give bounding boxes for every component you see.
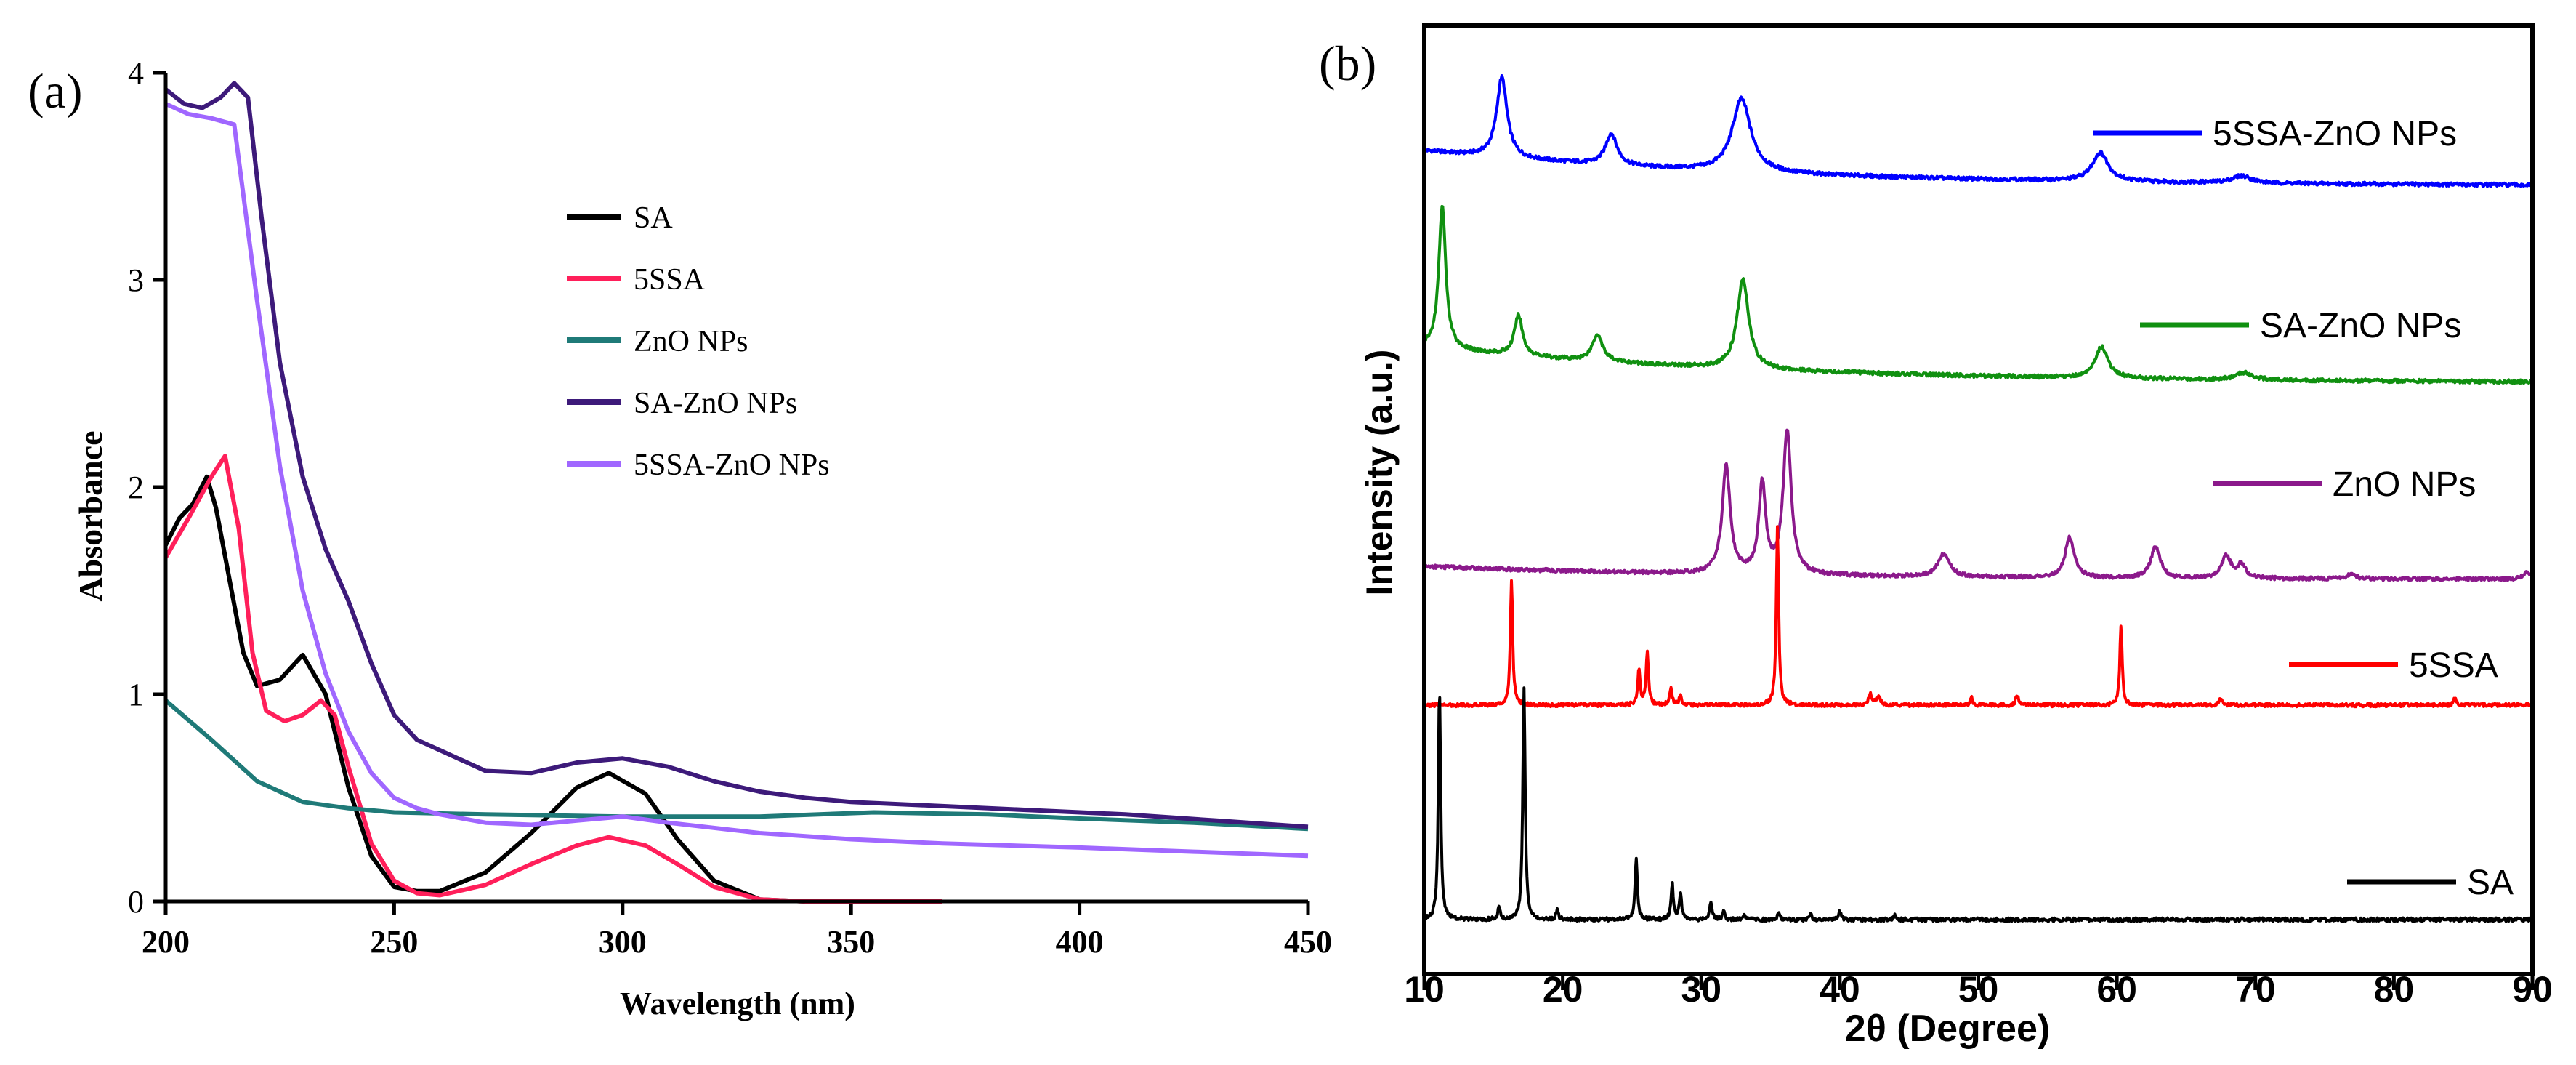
panel-a-legend-label: SA bbox=[634, 201, 673, 235]
panel-b-legend-label: 5SSA bbox=[2409, 646, 2498, 685]
panel-b-series-zno-nps bbox=[1423, 428, 2534, 582]
panel-a-legend-label: 5SSA-ZnO NPs bbox=[634, 449, 830, 482]
panel-a-xtick-label: 350 bbox=[827, 924, 875, 960]
panel-b-legend-label: SA bbox=[2467, 864, 2514, 902]
panel-b-series bbox=[1423, 74, 2534, 923]
panel-b-frame bbox=[1422, 23, 2535, 976]
panel-a-series-5ssa bbox=[163, 454, 942, 904]
panel-b-ylabel: Intensity (a.u.) bbox=[1359, 350, 1400, 596]
panel-a-ytick-label: 1 bbox=[128, 677, 144, 712]
panel-b-legend-label: 5SSA-ZnO NPs bbox=[2213, 115, 2457, 153]
panel-a-series-sa bbox=[163, 474, 852, 904]
panel-a-xtick-label: 200 bbox=[142, 924, 190, 960]
panel-b-legend: 5SSA-ZnO NPs SA-ZnO NPs ZnO NPs 5SSA SA bbox=[2093, 115, 2514, 902]
panel-a-legend-label: 5SSA bbox=[634, 263, 706, 297]
panel-a: (a) Absorbance Wavelength (nm) 200 250 300… bbox=[28, 55, 1332, 1021]
panel-b-xlabel: 2θ (Degree) bbox=[1845, 1008, 2050, 1050]
panel-a-xtick-label: 300 bbox=[599, 924, 647, 960]
panel-a-xtick-label: 450 bbox=[1284, 924, 1332, 960]
panel-b-series-sa-zno-nps bbox=[1423, 204, 2534, 385]
panel-a-series-5ssa-zno-nps bbox=[164, 102, 1309, 859]
panel-a-xtick-label: 400 bbox=[1056, 924, 1104, 960]
panel-a-ytick-label: 0 bbox=[128, 884, 144, 920]
panel-b-label: (b) bbox=[1319, 36, 1376, 91]
panel-a-ticks: 200 250 300 350 400 450 0 1 2 3 4 bbox=[128, 55, 1332, 960]
panel-a-legend-label: ZnO NPs bbox=[634, 325, 748, 358]
panel-a-ytick-label: 4 bbox=[128, 55, 144, 91]
panel-a-ytick-label: 3 bbox=[128, 262, 144, 298]
panel-a-xtick-label: 250 bbox=[370, 924, 418, 960]
panel-b-legend-label: ZnO NPs bbox=[2333, 465, 2476, 504]
panel-b-series-5ssa bbox=[1423, 525, 2534, 709]
panel-a-ylabel: Absorbance bbox=[72, 430, 109, 601]
panel-b-series-sa bbox=[1423, 686, 2534, 923]
panel-a-ytick-label: 2 bbox=[128, 470, 144, 505]
panel-a-legend-label: SA-ZnO NPs bbox=[634, 387, 797, 420]
panel-a-series-zno-nps bbox=[164, 699, 1309, 832]
panel-a-xlabel: Wavelength (nm) bbox=[620, 986, 855, 1021]
panel-b-legend-label: SA-ZnO NPs bbox=[2260, 307, 2461, 345]
panel-a-series bbox=[163, 81, 1309, 904]
panel-b: (b) Intensity (a.u.) 2θ (Degree) 10 20 30 4… bbox=[1319, 23, 2553, 1050]
panel-b-series-5ssa-zno-nps bbox=[1423, 74, 2534, 188]
panel-a-series-sa-zno-nps bbox=[164, 81, 1309, 829]
panel-a-label: (a) bbox=[28, 63, 82, 118]
panel-a-legend: SA 5SSA ZnO NPs SA-ZnO NPs 5SSA-ZnO NPs bbox=[567, 201, 830, 482]
